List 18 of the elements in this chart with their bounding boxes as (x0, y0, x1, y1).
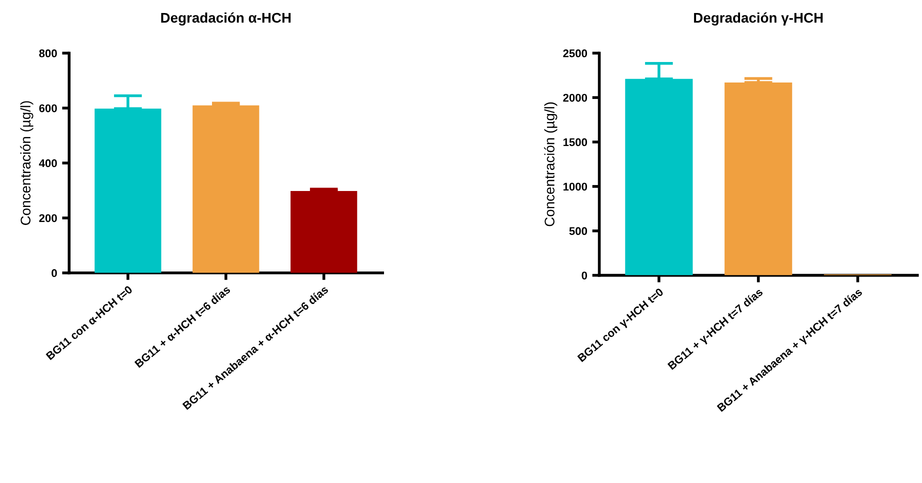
y-tick-label: 0 (52, 269, 57, 278)
y-tick-label: 600 (39, 104, 57, 112)
y-tick-label: 2000 (563, 94, 588, 102)
chart-title: Degradación α-HCH (161, 12, 291, 26)
y-tick-label: 500 (569, 227, 588, 236)
y-tick-label: 800 (39, 49, 57, 58)
y-tick-label: 1000 (563, 182, 588, 191)
bar (724, 82, 792, 276)
y-tick-label: 2500 (563, 49, 588, 58)
bar (290, 191, 358, 273)
y-axis-title: Concentración (µg/l) (20, 101, 34, 225)
y-tick-label: 200 (39, 214, 57, 222)
y-tick-label: 400 (38, 159, 57, 168)
bar (192, 105, 260, 273)
y-axis-title: Concentración (µg/l) (544, 102, 558, 226)
chart-title: Degradación γ-HCH (694, 12, 823, 26)
y-tick-label: 0 (582, 272, 588, 280)
y-tick-label: 1500 (563, 138, 588, 146)
